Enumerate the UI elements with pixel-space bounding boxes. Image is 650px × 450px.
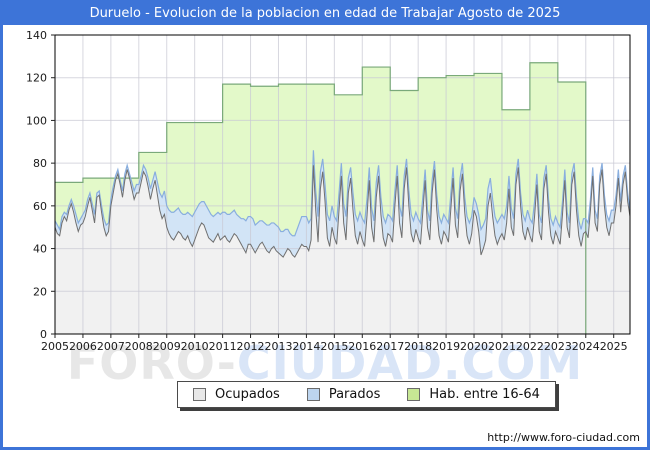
svg-text:2010: 2010 [181,340,209,353]
svg-text:2015: 2015 [320,340,348,353]
svg-text:2019: 2019 [432,340,460,353]
legend-swatch-ocupados [193,388,206,401]
legend-label-ocupados: Ocupados [215,387,280,402]
svg-text:100: 100 [26,114,47,127]
legend-swatch-parados [306,388,320,401]
svg-text:2021: 2021 [488,340,516,353]
svg-text:2022: 2022 [516,340,544,353]
svg-text:20: 20 [33,285,47,298]
legend-item-parados: Parados [306,387,381,402]
svg-text:2016: 2016 [348,340,376,353]
svg-text:2012: 2012 [237,340,265,353]
legend-item-hab: Hab. entre 16-64 [407,387,540,402]
svg-text:2013: 2013 [264,340,292,353]
svg-text:140: 140 [26,29,47,42]
svg-text:2017: 2017 [376,340,404,353]
svg-text:2023: 2023 [544,340,572,353]
svg-text:2011: 2011 [209,340,237,353]
legend-swatch-hab [407,388,421,401]
svg-text:2018: 2018 [404,340,432,353]
svg-text:2006: 2006 [69,340,97,353]
svg-text:60: 60 [33,200,47,213]
svg-text:120: 120 [26,72,47,85]
svg-text:2009: 2009 [153,340,181,353]
legend-item-ocupados: Ocupados [193,387,280,402]
legend-label-parados: Parados [328,387,381,402]
svg-text:2014: 2014 [292,340,320,353]
chart-canvas: 2005 2006 2007 2008 2009 2010 2011 2012 2013 2014… [26,29,631,353]
svg-text:2005: 2005 [41,340,69,353]
svg-text:80: 80 [33,157,47,170]
svg-text:2020: 2020 [460,340,488,353]
chart-title: Duruelo - Evolucion de la poblacion en e… [3,3,647,25]
svg-text:2007: 2007 [97,340,125,353]
chart-legend: Ocupados Parados Hab. entre 16-64 [177,381,556,408]
svg-text:40: 40 [33,243,47,256]
svg-text:2008: 2008 [125,340,153,353]
legend-label-hab: Hab. entre 16-64 [429,387,540,402]
svg-text:2024: 2024 [572,340,600,353]
svg-text:0: 0 [40,328,47,341]
svg-text:2025: 2025 [600,340,628,353]
site-url: http://www.foro-ciudad.com [487,431,640,444]
